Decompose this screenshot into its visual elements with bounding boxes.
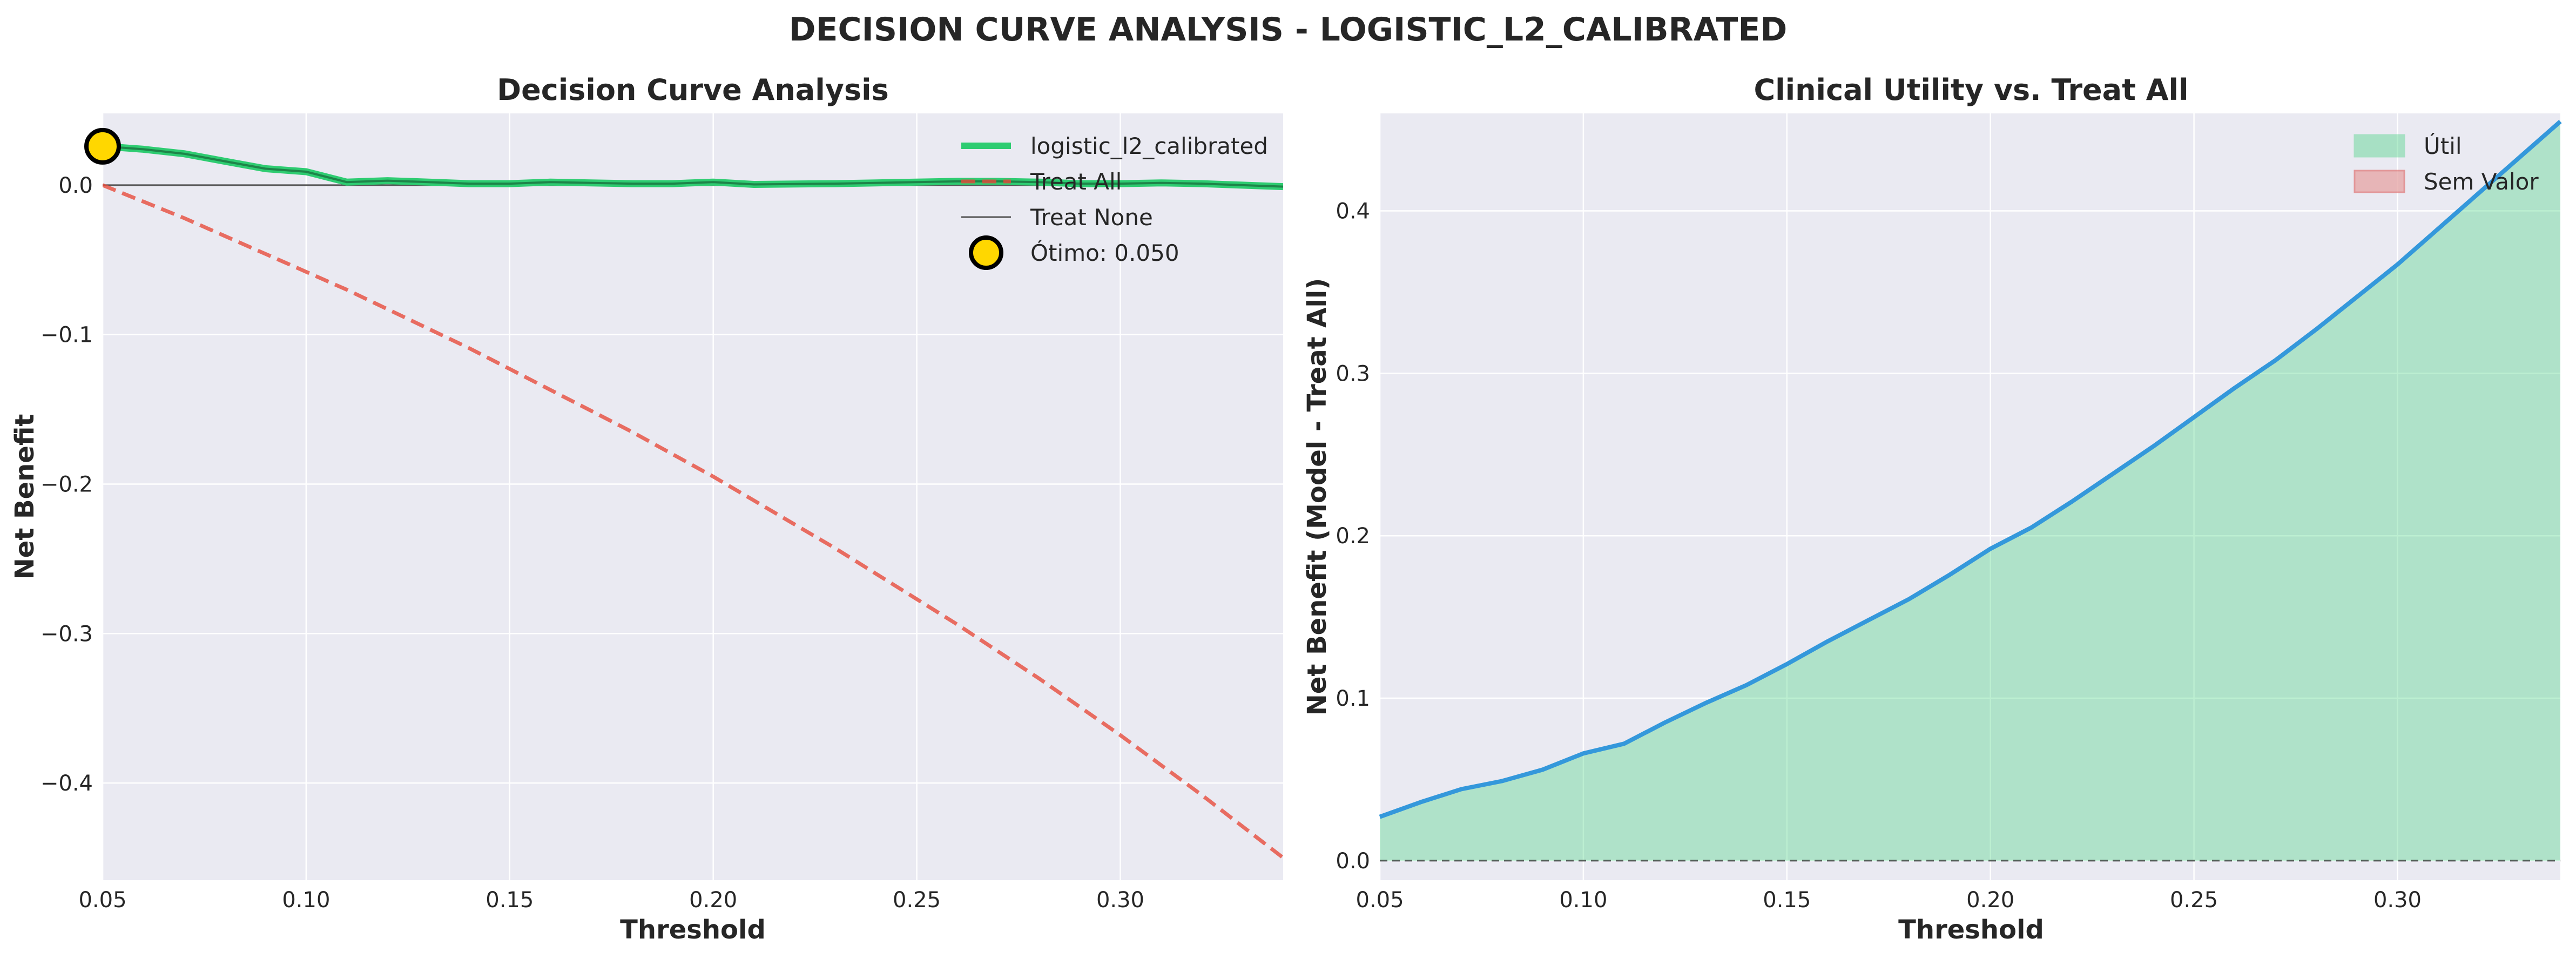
y-tick-label: 0.1 <box>1336 686 1370 711</box>
right-tick-labels: 0.05 0.10 0.15 0.20 0.25 0.30 0.0 0.1 0.2 0.3 0.4 <box>1336 199 2422 913</box>
legend-optimal-swatch <box>969 235 1003 270</box>
model-line-core <box>103 145 1283 188</box>
left-legend: logistic_l2_calibrated Treat All Treat Non… <box>961 133 1268 270</box>
decision-curve-panel: Decision Curve Analysis 0.05 0.10 0.15 0.20… <box>10 73 1283 945</box>
legend-optimal-label: Ótimo: 0.050 <box>1030 239 1179 266</box>
y-tick-label: 0.2 <box>1336 524 1370 549</box>
legend-model-label: logistic_l2_calibrated <box>1030 133 1268 159</box>
y-tick-label: 0.0 <box>58 173 93 198</box>
left-panel-title: Decision Curve Analysis <box>497 73 888 107</box>
left-x-axis-label: Threshold <box>620 915 766 945</box>
x-tick-label: 0.25 <box>2170 888 2218 913</box>
x-tick-label: 0.20 <box>1966 888 2014 913</box>
y-tick-label: −0.4 <box>41 771 93 796</box>
utility-line <box>1379 119 2562 819</box>
y-tick-label: −0.1 <box>41 323 93 348</box>
left-clipped-series <box>103 143 1283 860</box>
x-tick-label: 0.15 <box>485 888 534 913</box>
left-plot-area <box>103 113 1283 880</box>
legend-novalue-swatch <box>2354 170 2405 193</box>
right-panel-title: Clinical Utility vs. Treat All <box>1754 73 2188 107</box>
right-legend: Útil Sem Valor <box>2354 132 2539 195</box>
right-y-axis-label: Net Benefit (Model - Treat All) <box>1302 278 1332 716</box>
y-tick-label: 0.4 <box>1336 199 1370 224</box>
x-tick-label: 0.15 <box>1763 888 1811 913</box>
utility-area-fill <box>1380 121 2560 861</box>
x-tick-label: 0.05 <box>78 888 126 913</box>
x-tick-label: 0.30 <box>2373 888 2422 913</box>
left-tick-labels: 0.05 0.10 0.15 0.20 0.25 0.30 0.0 −0.1 −0.2 −0.3 −… <box>41 173 1144 913</box>
x-tick-label: 0.10 <box>1559 888 1607 913</box>
left-series-layer <box>84 127 1283 860</box>
x-tick-label: 0.10 <box>282 888 330 913</box>
clinical-utility-panel: Clinical Utility vs. Treat All 0.05 0.10 0… <box>1302 73 2562 945</box>
figure-suptitle: DECISION CURVE ANALYSIS - LOGISTIC_L2_CA… <box>789 11 1788 49</box>
right-x-axis-label: Threshold <box>1898 915 2044 945</box>
legend-novalue-label: Sem Valor <box>2424 168 2539 195</box>
left-y-axis-label: Net Benefit <box>10 414 40 580</box>
optimal-point-marker <box>84 127 121 165</box>
y-tick-label: −0.3 <box>41 622 93 646</box>
right-plot-area <box>1380 113 2560 880</box>
right-series-layer <box>1379 119 2562 862</box>
y-tick-label: 0.0 <box>1336 849 1370 874</box>
treat-all-line <box>103 183 1283 860</box>
x-tick-label: 0.30 <box>1096 888 1144 913</box>
legend-util-label: Útil <box>2424 132 2462 159</box>
y-tick-label: −0.2 <box>41 472 93 497</box>
x-tick-label: 0.20 <box>689 888 737 913</box>
legend-treat-none-label: Treat None <box>1030 204 1153 231</box>
x-tick-label: 0.05 <box>1356 888 1404 913</box>
legend-util-swatch <box>2354 134 2405 158</box>
x-tick-label: 0.25 <box>893 888 941 913</box>
y-tick-label: 0.3 <box>1336 361 1370 386</box>
legend-treat-all-label: Treat All <box>1030 168 1122 195</box>
